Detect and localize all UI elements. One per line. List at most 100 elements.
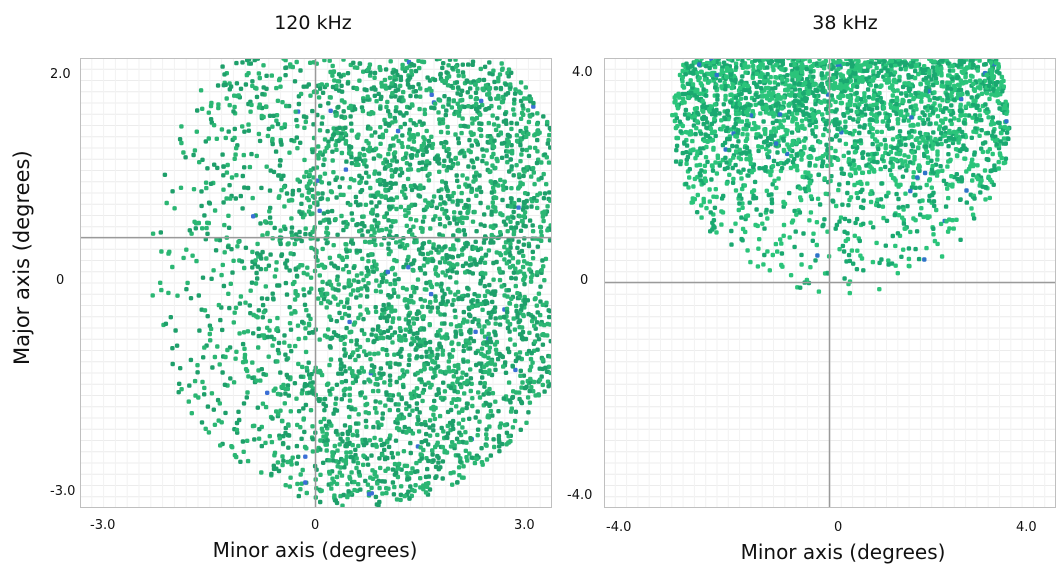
scatter-point xyxy=(404,401,409,406)
scatter-point xyxy=(493,316,498,321)
scatter-point xyxy=(349,407,354,412)
scatter-point xyxy=(460,425,465,430)
scatter-point xyxy=(404,151,409,156)
scatter-point xyxy=(956,117,961,123)
panel2-title: 38 kHz xyxy=(812,12,878,34)
scatter-point xyxy=(410,285,416,291)
scatter-point xyxy=(972,88,977,93)
scatter-point xyxy=(331,330,337,335)
scatter-point xyxy=(334,474,340,480)
scatter-point xyxy=(397,244,403,249)
scatter-point xyxy=(389,309,394,314)
scatter-point xyxy=(340,257,345,262)
scatter-point xyxy=(269,73,274,78)
scatter-point xyxy=(502,422,508,428)
scatter-point xyxy=(443,336,449,341)
scatter-point xyxy=(480,307,485,312)
scatter-point xyxy=(345,482,350,487)
scatter-point xyxy=(517,355,522,360)
scatter-point xyxy=(464,405,469,411)
scatter-point xyxy=(318,419,323,425)
scatter-point xyxy=(515,221,520,226)
scatter-point xyxy=(302,382,308,387)
scatter-point xyxy=(482,384,487,389)
scatter-point xyxy=(327,344,333,349)
scatter-point xyxy=(473,138,478,143)
scatter-point xyxy=(292,241,297,247)
scatter-point xyxy=(454,173,459,178)
scatter-point xyxy=(392,308,398,313)
scatter-point xyxy=(454,436,460,441)
scatter-point xyxy=(283,391,288,396)
scatter-point xyxy=(727,172,732,177)
scatter-point xyxy=(398,204,404,210)
scatter-point xyxy=(361,98,366,104)
scatter-point xyxy=(364,441,369,446)
scatter-point xyxy=(445,435,450,440)
scatter-point xyxy=(434,247,439,252)
scatter-point xyxy=(448,322,454,327)
scatter-point xyxy=(345,436,350,442)
scatter-point xyxy=(719,68,725,73)
scatter-point xyxy=(373,309,379,314)
scatter-point xyxy=(969,206,974,211)
scatter-point xyxy=(494,259,499,265)
scatter-point xyxy=(424,149,429,154)
scatter-point xyxy=(964,188,969,193)
scatter-point xyxy=(793,87,798,92)
scatter-point xyxy=(946,144,951,149)
scatter-point xyxy=(260,401,266,406)
scatter-point xyxy=(747,200,752,205)
scatter-point xyxy=(263,267,269,272)
scatter-point xyxy=(384,279,389,284)
scatter-point xyxy=(493,209,498,214)
scatter-point xyxy=(462,232,468,237)
scatter-point xyxy=(278,228,283,233)
scatter-point xyxy=(428,291,434,297)
scatter-point xyxy=(411,63,417,68)
scatter-point xyxy=(431,194,437,199)
scatter-point xyxy=(473,97,478,102)
scatter-point xyxy=(421,207,427,213)
scatter-point xyxy=(378,106,383,111)
scatter-point xyxy=(354,295,359,300)
scatter-point xyxy=(506,67,512,72)
scatter-point xyxy=(304,307,309,313)
scatter-point xyxy=(476,390,481,395)
scatter-point xyxy=(431,375,436,380)
scatter-point xyxy=(211,407,216,412)
scatter-point xyxy=(268,220,273,226)
scatter-point xyxy=(422,366,427,371)
scatter-point xyxy=(328,108,333,113)
scatter-point xyxy=(349,338,354,344)
scatter-point xyxy=(473,329,478,334)
scatter-point xyxy=(270,343,275,348)
scatter-point xyxy=(272,225,277,231)
scatter-point xyxy=(427,339,433,345)
scatter-point xyxy=(481,77,487,83)
scatter-point xyxy=(263,440,268,446)
scatter-point xyxy=(325,299,331,304)
scatter-point xyxy=(227,305,232,311)
scatter-point xyxy=(379,94,384,100)
scatter-point xyxy=(308,204,313,209)
scatter-point xyxy=(354,342,359,347)
scatter-point xyxy=(530,256,536,261)
scatter-point xyxy=(411,300,416,305)
scatter-point xyxy=(242,346,247,351)
scatter-point xyxy=(428,353,433,359)
scatter-point xyxy=(265,390,270,395)
scatter-point xyxy=(433,475,438,480)
scatter-point xyxy=(294,117,299,123)
scatter-point xyxy=(743,104,748,109)
scatter-point xyxy=(529,319,535,324)
scatter-point xyxy=(748,259,753,265)
scatter-point xyxy=(275,359,280,364)
scatter-point xyxy=(510,425,516,430)
scatter-point xyxy=(380,411,385,416)
scatter-point xyxy=(243,359,248,364)
scatter-point xyxy=(498,131,504,136)
scatter-point xyxy=(254,270,259,276)
scatter-point xyxy=(366,377,371,382)
scatter-point xyxy=(437,222,443,227)
